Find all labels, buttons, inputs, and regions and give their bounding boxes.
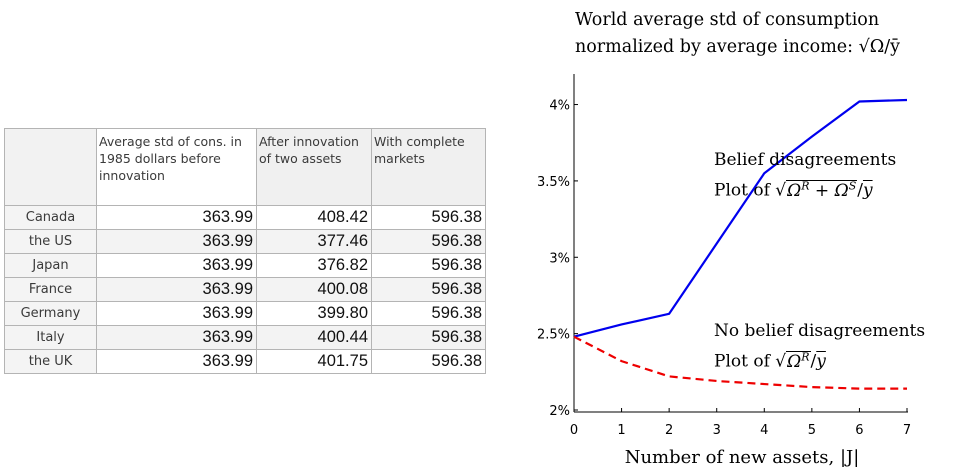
table-cell[interactable]: 596.38 <box>371 277 486 302</box>
annotation-belief-formula-line: Plot of √ΩR + ΩS/y <box>714 173 896 204</box>
table-cell[interactable]: 596.38 <box>371 205 486 230</box>
row-header[interactable]: Italy <box>4 325 97 350</box>
x-tick-label: 7 <box>903 423 911 438</box>
y-tick-label: 3.5% <box>537 175 570 190</box>
x-tick-label: 4 <box>760 423 768 438</box>
y-tick-label: 4% <box>549 99 570 114</box>
line-chart: World average std of consumption normali… <box>537 10 911 468</box>
x-tick-label: 6 <box>855 423 863 438</box>
annotation-no-belief-formula-line: Plot of √ΩR/y <box>714 344 925 375</box>
chart-subtitle: normalized by average income: √Ω/ȳ <box>575 37 900 57</box>
table-cell[interactable]: 399.80 <box>256 301 372 326</box>
table-row: the US 363.99 377.46 596.38 <box>4 229 486 254</box>
column-header-complete-markets[interactable]: With complete markets <box>371 128 486 206</box>
table-cell[interactable]: 363.99 <box>96 301 257 326</box>
table-row: the UK 363.99 401.75 596.38 <box>4 349 486 374</box>
table-cell[interactable]: 363.99 <box>96 325 257 350</box>
axes <box>573 74 908 413</box>
table-cell[interactable]: 596.38 <box>371 253 486 278</box>
table-row: Japan 363.99 376.82 596.38 <box>4 253 486 278</box>
data-table: Average std of cons. in 1985 dollars bef… <box>4 128 486 374</box>
row-header[interactable]: Canada <box>4 205 97 230</box>
table-cell[interactable]: 408.42 <box>256 205 372 230</box>
table-cell[interactable]: 400.44 <box>256 325 372 350</box>
table-cell[interactable]: 363.99 <box>96 253 257 278</box>
table-cell[interactable]: 596.38 <box>371 301 486 326</box>
table-cell[interactable]: 376.82 <box>256 253 372 278</box>
annotation-belief-formula: √ΩR + ΩS/y <box>775 179 873 201</box>
y-tick-label: 3% <box>549 251 570 266</box>
annotation-no-belief-formula: √ΩR/y <box>775 350 826 372</box>
table-row: France 363.99 400.08 596.38 <box>4 277 486 302</box>
x-tick-label: 5 <box>808 423 816 438</box>
row-header[interactable]: the UK <box>4 349 97 374</box>
row-header[interactable]: Japan <box>4 253 97 278</box>
column-header-before-innovation[interactable]: Average std of cons. in 1985 dollars bef… <box>96 128 257 206</box>
row-header[interactable]: France <box>4 277 97 302</box>
annotation-belief-title: Belief disagreements <box>714 150 897 170</box>
table-header-row: Average std of cons. in 1985 dollars bef… <box>4 128 486 206</box>
column-header-after-innovation[interactable]: After innovation of two assets <box>256 128 372 206</box>
table-cell[interactable]: 363.99 <box>96 205 257 230</box>
table-cell[interactable]: 363.99 <box>96 277 257 302</box>
table-cell[interactable]: 596.38 <box>371 325 486 350</box>
table-cell[interactable]: 377.46 <box>256 229 372 254</box>
table-cell[interactable]: 596.38 <box>371 349 486 374</box>
y-tick-label: 2.5% <box>537 328 570 343</box>
y-tick-label: 2% <box>549 404 570 419</box>
x-tick-label: 3 <box>713 423 721 438</box>
row-header[interactable]: the US <box>4 229 97 254</box>
annotation-belief: Belief disagreements Plot of √ΩR + ΩS/y <box>714 148 896 204</box>
corner-cell[interactable] <box>4 128 97 206</box>
x-tick-label: 0 <box>570 423 578 438</box>
annotation-belief-prefix: Plot of <box>714 180 776 201</box>
series-line-no-belief-disagreements <box>573 335 907 390</box>
table-cell[interactable]: 363.99 <box>96 349 257 374</box>
annotation-no-belief-prefix: Plot of <box>714 351 776 372</box>
row-header[interactable]: Germany <box>4 301 97 326</box>
table-cell[interactable]: 363.99 <box>96 229 257 254</box>
x-axis-label: Number of new assets, |J| <box>625 447 860 468</box>
table-row: Italy 363.99 400.44 596.38 <box>4 325 486 350</box>
table-row: Germany 363.99 399.80 596.38 <box>4 301 486 326</box>
chart-title: World average std of consumption <box>575 10 879 30</box>
table-row: Canada 363.99 408.42 596.38 <box>4 205 486 230</box>
annotation-no-belief: No belief disagreements Plot of √ΩR/y <box>714 319 925 375</box>
table-cell[interactable]: 400.08 <box>256 277 372 302</box>
annotation-no-belief-title: No belief disagreements <box>714 321 926 341</box>
series-line-belief-disagreements <box>573 98 908 338</box>
x-tick-label: 1 <box>617 423 625 438</box>
x-tick-label: 2 <box>665 423 673 438</box>
table-cell[interactable]: 401.75 <box>256 349 372 374</box>
table-cell[interactable]: 596.38 <box>371 229 486 254</box>
